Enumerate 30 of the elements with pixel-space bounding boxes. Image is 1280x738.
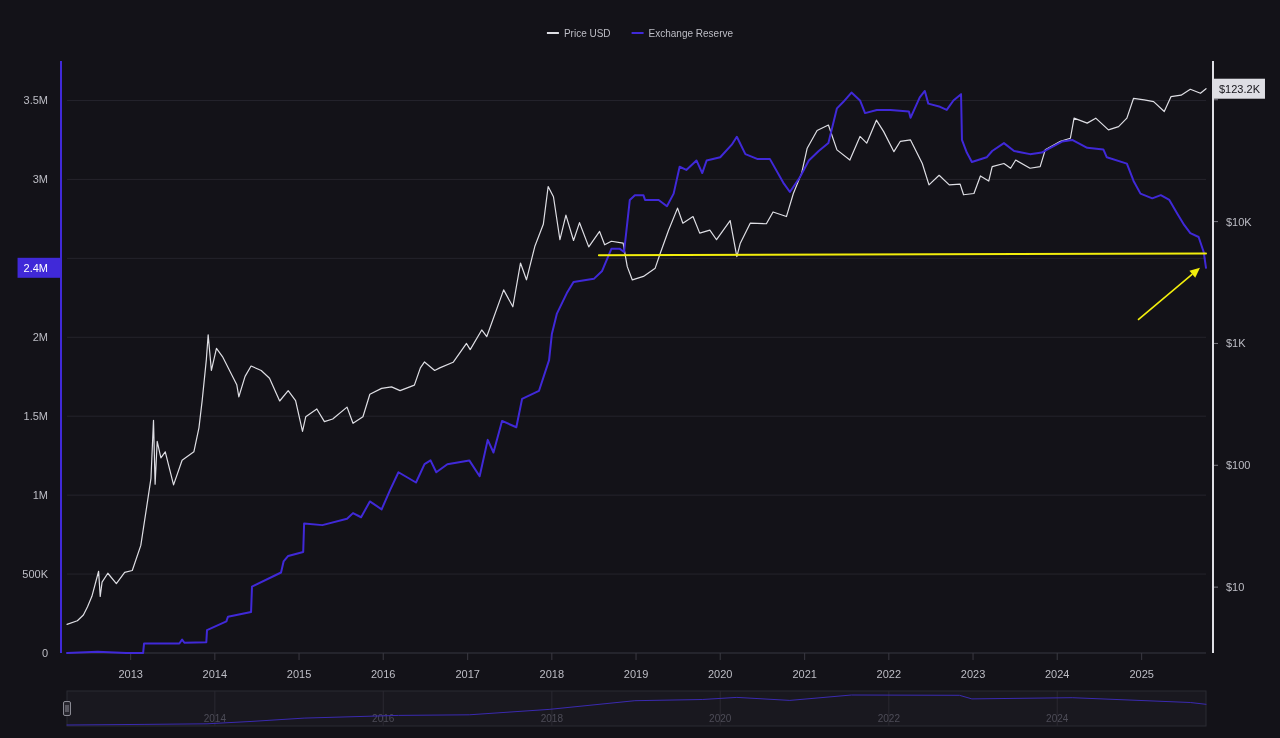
y-tick-label: 3M bbox=[32, 173, 48, 186]
x-tick-label: 2017 bbox=[455, 668, 480, 680]
legend-label: Price USD bbox=[563, 27, 611, 39]
y2-tick-label: $100 bbox=[1226, 459, 1251, 472]
y2-tick-label: $1K bbox=[1226, 337, 1247, 350]
data-label: $123.2K bbox=[1219, 82, 1261, 95]
y2-tick-label: $10 bbox=[1226, 581, 1245, 594]
x-tick-label: 2014 bbox=[202, 668, 228, 680]
x-tick-label: 2014 bbox=[203, 712, 227, 724]
y-tick-label: 3.5M bbox=[23, 94, 48, 107]
y-tick-label: 500K bbox=[22, 568, 49, 581]
y-tick-label: 2.4M bbox=[23, 261, 48, 274]
legend-label: Exchange Reserve bbox=[648, 27, 734, 39]
y-tick-label: 1.5M bbox=[23, 410, 48, 423]
x-tick-label: 2019 bbox=[623, 668, 649, 680]
x-tick-label: 2020 bbox=[707, 668, 733, 680]
x-tick-label: 2021 bbox=[792, 668, 817, 680]
x-tick-label: 2024 bbox=[1044, 668, 1070, 680]
x-tick-label: 2024 bbox=[1046, 712, 1069, 724]
x-tick-label: 2015 bbox=[286, 668, 312, 680]
x-tick-label: 2022 bbox=[876, 668, 902, 680]
y2-tick-label: $10K bbox=[1226, 215, 1253, 228]
y-tick-label: 0 bbox=[41, 647, 48, 659]
x-tick-label: 2016 bbox=[370, 668, 396, 680]
x-tick-label: 2018 bbox=[539, 668, 565, 680]
y-tick-label: 2M bbox=[32, 331, 48, 344]
x-tick-label: 2025 bbox=[1129, 668, 1154, 680]
x-tick-label: 2013 bbox=[118, 668, 143, 680]
y-tick-label: 1M bbox=[32, 489, 48, 502]
x-tick-label: 2023 bbox=[960, 668, 986, 680]
